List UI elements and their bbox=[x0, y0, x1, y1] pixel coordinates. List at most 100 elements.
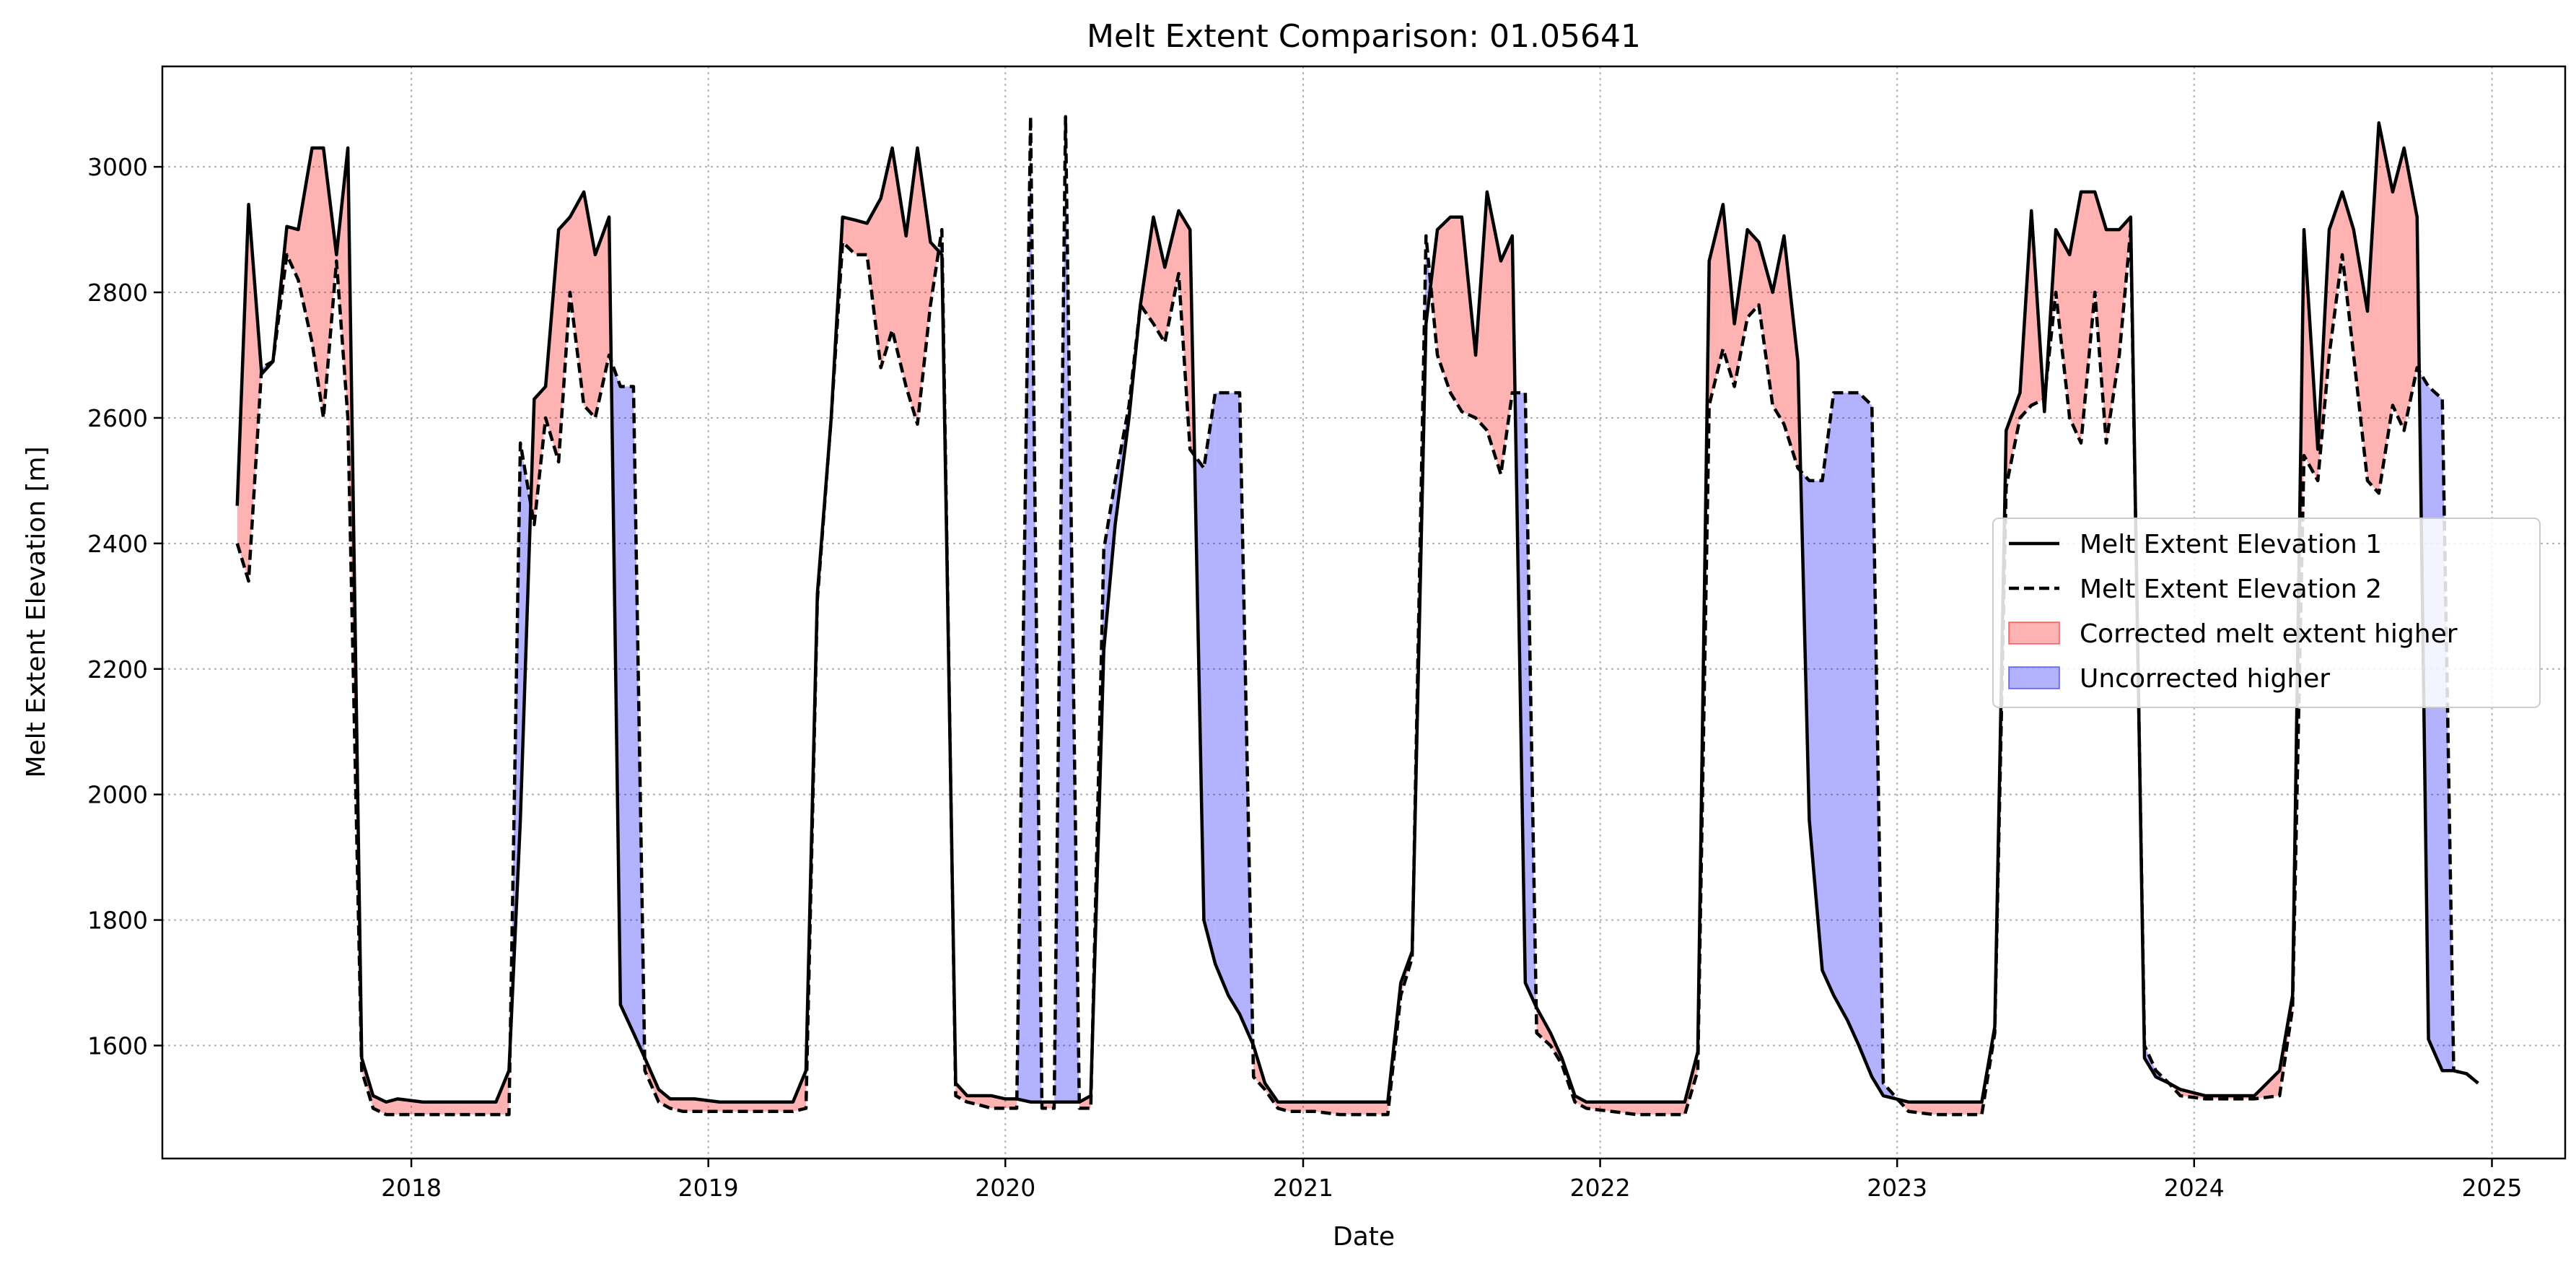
higher-fill bbox=[2404, 148, 2417, 431]
higher-fill bbox=[422, 1101, 448, 1115]
higher-fill bbox=[842, 217, 856, 255]
higher-fill bbox=[1165, 210, 1179, 343]
higher-fill bbox=[1153, 217, 1165, 343]
higher-fill bbox=[2392, 148, 2404, 431]
higher-fill bbox=[447, 1101, 471, 1115]
higher-fill bbox=[1956, 1101, 1982, 1115]
higher-fill bbox=[2081, 191, 2095, 443]
higher-fill bbox=[1637, 1101, 1660, 1115]
y-tick-label: 1600 bbox=[87, 1031, 148, 1060]
higher-fill bbox=[880, 148, 893, 368]
x-tick-label: 2020 bbox=[975, 1174, 1035, 1202]
lower-fill bbox=[1859, 393, 1872, 1077]
lower-fill bbox=[1834, 393, 1848, 1021]
legend-fill-swatch bbox=[2008, 666, 2060, 689]
higher-fill bbox=[867, 198, 881, 368]
y-tick-label: 2600 bbox=[87, 404, 148, 432]
higher-fill bbox=[2069, 191, 2082, 443]
higher-fill bbox=[1289, 1101, 1315, 1112]
higher-fill bbox=[1005, 1099, 1017, 1109]
y-tick-label: 2000 bbox=[87, 781, 148, 809]
y-tick-label: 3000 bbox=[87, 153, 148, 181]
x-tick-label: 2018 bbox=[381, 1174, 442, 1202]
lower-fill bbox=[510, 442, 521, 1044]
grid bbox=[162, 66, 2565, 1159]
x-axis: 2018 2019 2020 2021 2022 2023 2024 2025 bbox=[381, 1159, 2523, 1202]
x-tick-label: 2025 bbox=[2462, 1174, 2523, 1202]
higher-fill bbox=[1784, 235, 1798, 468]
x-tick-label: 2022 bbox=[1570, 1174, 1631, 1202]
chart-title: Melt Extent Comparison: 01.05641 bbox=[1087, 18, 1641, 55]
higher-fill bbox=[1437, 217, 1451, 393]
legend: Melt Extent Elevation 1 Melt Extent Eleva… bbox=[1992, 518, 2541, 708]
higher-fill bbox=[1709, 204, 1723, 406]
legend-box bbox=[1992, 518, 2541, 708]
x-tick-label: 2024 bbox=[2164, 1174, 2225, 1202]
legend-label: Melt Extent Elevation 2 bbox=[2080, 575, 2382, 604]
x-axis-label: Date bbox=[1333, 1222, 1395, 1252]
y-tick-label: 2400 bbox=[87, 530, 148, 558]
higher-fill bbox=[1362, 1101, 1388, 1115]
higher-fill bbox=[1486, 191, 1502, 475]
y-tick-label: 2800 bbox=[87, 279, 148, 307]
higher-fill bbox=[967, 1096, 981, 1106]
x-tick-label: 2019 bbox=[678, 1174, 739, 1202]
higher-fill bbox=[1747, 230, 1759, 318]
legend-fill-swatch bbox=[2008, 621, 2060, 645]
higher-fill bbox=[1178, 210, 1191, 450]
higher-fill bbox=[1659, 1101, 1685, 1115]
higher-fill bbox=[683, 1099, 695, 1112]
y-tick-label: 1800 bbox=[87, 907, 148, 935]
lower-fill bbox=[1228, 393, 1240, 1015]
y-tick-label: 2200 bbox=[87, 655, 148, 684]
higher-fill bbox=[1933, 1101, 1957, 1115]
higher-fill bbox=[745, 1101, 768, 1112]
higher-fill bbox=[2378, 123, 2393, 494]
higher-fill bbox=[719, 1101, 745, 1112]
lower-fill bbox=[1847, 393, 1859, 1046]
y-axis: 1600 1800 2000 2200 2400 2600 2800 3000 bbox=[87, 153, 162, 1060]
higher-fill bbox=[298, 148, 312, 343]
legend-label: Melt Extent Elevation 1 bbox=[2080, 530, 2382, 559]
legend-label: Uncorrected higher bbox=[2080, 664, 2330, 694]
higher-fill bbox=[1450, 217, 1462, 412]
higher-fill bbox=[1501, 235, 1512, 475]
higher-fill bbox=[2056, 230, 2070, 418]
lower-fill bbox=[1030, 116, 1042, 1102]
higher-fill bbox=[2329, 191, 2343, 355]
legend-label: Corrected melt extent higher bbox=[2080, 619, 2458, 649]
series-line-elevation-1 bbox=[235, 121, 2479, 1104]
lower-fill bbox=[1822, 393, 1834, 995]
higher-fill bbox=[892, 148, 906, 387]
higher-fill bbox=[2106, 230, 2120, 443]
higher-fill bbox=[767, 1101, 793, 1112]
higher-fill bbox=[658, 1089, 670, 1109]
x-tick-label: 2023 bbox=[1867, 1174, 1927, 1202]
higher-fill bbox=[584, 191, 595, 418]
higher-fill bbox=[1314, 1101, 1340, 1115]
higher-fill bbox=[855, 220, 867, 255]
y-axis-label: Melt Extent Elevation [m] bbox=[22, 446, 51, 777]
series-lines bbox=[235, 115, 2479, 1117]
higher-fill bbox=[286, 226, 299, 280]
higher-fill bbox=[336, 148, 349, 418]
higher-fill bbox=[248, 204, 262, 582]
higher-fill bbox=[569, 191, 584, 406]
lower-fill bbox=[1240, 393, 1253, 1044]
higher-fill bbox=[323, 148, 337, 418]
higher-fill bbox=[917, 148, 931, 424]
x-tick-label: 2021 bbox=[1273, 1174, 1333, 1202]
higher-fill bbox=[2095, 191, 2106, 443]
series-line-elevation-2 bbox=[235, 115, 2479, 1117]
lower-fill bbox=[2428, 386, 2443, 1071]
higher-fill bbox=[2367, 123, 2379, 494]
lower-fill bbox=[620, 386, 634, 1034]
higher-fill bbox=[1339, 1101, 1363, 1115]
higher-fill bbox=[2342, 191, 2354, 355]
higher-fill bbox=[312, 148, 324, 418]
lower-fill bbox=[1204, 393, 1216, 964]
lower-fill bbox=[1215, 393, 1229, 995]
higher-fill bbox=[670, 1099, 683, 1112]
plot-frame bbox=[161, 65, 2567, 1160]
